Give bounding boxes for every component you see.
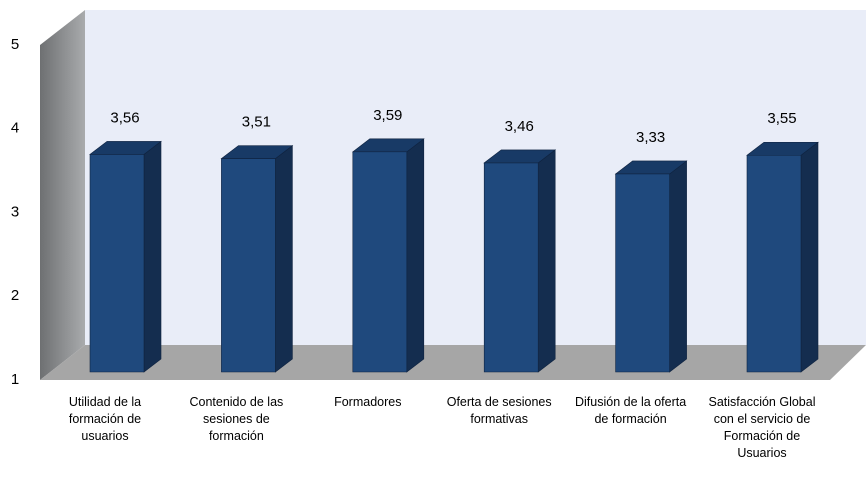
bar-side [406, 138, 425, 373]
bar-front [615, 173, 670, 373]
side-wall [40, 10, 85, 380]
x-tick-label: Difusión de la oferta de formación [575, 395, 687, 426]
y-tick-label: 5 [11, 36, 19, 53]
y-tick-label: 3 [11, 203, 19, 220]
y-tick-label: 4 [11, 120, 19, 137]
bar-front [89, 154, 145, 373]
bar [614, 160, 688, 373]
y-tick-label: 2 [11, 287, 19, 304]
bar-side [669, 160, 687, 373]
bar-side [537, 149, 556, 373]
bar-front [221, 158, 276, 373]
value-label: 3,56 [110, 109, 139, 126]
bar [483, 149, 557, 373]
value-label: 3,55 [767, 110, 796, 127]
value-label: 3,59 [373, 107, 402, 124]
bar [220, 145, 294, 373]
value-label: 3,33 [636, 129, 665, 146]
bar [746, 141, 819, 373]
bar-side [143, 140, 162, 373]
value-label: 3,46 [505, 118, 534, 135]
bar-front [483, 162, 539, 373]
x-tick-label: Contenido de las sesiones de formación [189, 395, 284, 443]
value-label: 3,51 [242, 114, 271, 131]
x-tick-label: Utilidad de la formación de usuarios [68, 395, 142, 443]
x-tick-label: Formadores [334, 395, 402, 409]
y-tick-label: 1 [11, 371, 19, 388]
floor [40, 345, 866, 380]
bar-side [800, 141, 819, 373]
bar-side [275, 145, 293, 373]
bar-front [352, 151, 408, 373]
bar [89, 140, 162, 373]
x-tick-label: Satisfacción Global con el servicio de F… [708, 395, 816, 460]
x-tick-label: Oferta de sesiones formativas [446, 395, 552, 426]
bar [351, 138, 425, 373]
bar-front [746, 154, 802, 373]
